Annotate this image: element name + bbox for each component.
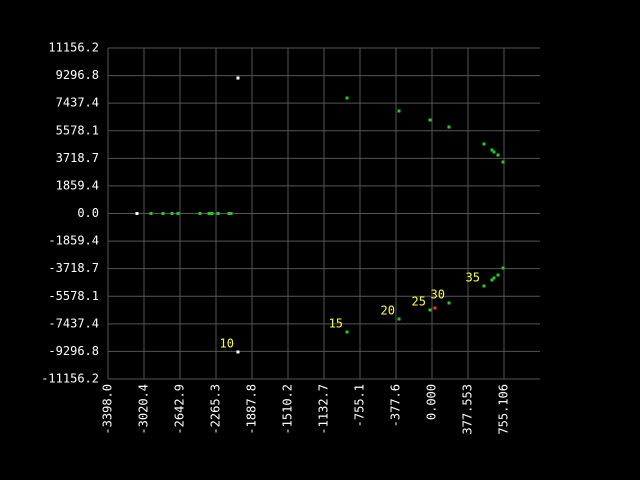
point [447, 125, 451, 129]
point [207, 212, 211, 215]
point [227, 212, 231, 215]
y-tick-label: -1859.4 [48, 234, 99, 248]
y-tick-label: 3718.7 [56, 151, 99, 165]
point [482, 142, 486, 146]
point [501, 160, 505, 164]
point [428, 118, 432, 122]
point [490, 278, 494, 282]
point [482, 284, 486, 288]
x-tick-label: -755.1 [352, 384, 366, 427]
y-tick-label: 5578.1 [56, 123, 99, 137]
point [496, 153, 500, 157]
x-tick-label: -377.6 [388, 384, 402, 427]
point [149, 212, 153, 215]
y-tick-label: 9296.8 [56, 68, 99, 82]
point-label: 25 [412, 294, 426, 308]
point [496, 273, 500, 277]
point [501, 266, 505, 270]
point [397, 317, 401, 321]
x-tick-label: -1132.7 [316, 384, 330, 435]
x-tick-label: -3398.0 [101, 384, 115, 435]
x-tick-label: -2265.3 [209, 384, 223, 435]
point [161, 212, 165, 215]
x-tick-label: 377.553 [460, 384, 474, 435]
y-tick-label: -9296.8 [48, 344, 99, 358]
x-tick-label: -3020.4 [137, 384, 151, 435]
x-tick-label: 0.000 [424, 384, 438, 420]
point [490, 148, 494, 152]
point-label: 30 [431, 287, 445, 301]
point-label: 15 [329, 316, 343, 330]
point [236, 76, 240, 80]
point [198, 212, 202, 215]
point [492, 150, 496, 154]
point-label: 35 [466, 270, 480, 284]
y-tick-label: -5578.1 [48, 289, 99, 303]
y-tick-label: 11156.2 [48, 41, 99, 55]
y-tick-label: -7437.4 [48, 316, 99, 330]
point [216, 212, 220, 215]
point-label: 20 [381, 303, 395, 317]
point [236, 350, 240, 354]
point [210, 212, 214, 215]
point [492, 276, 496, 280]
point [447, 301, 451, 305]
point [428, 308, 432, 312]
x-tick-label: -1887.8 [244, 384, 258, 435]
y-tick-label: -3718.7 [48, 261, 99, 275]
point [433, 306, 437, 310]
point [176, 212, 180, 215]
point [170, 212, 174, 215]
point [397, 109, 401, 113]
x-tick-label: -2642.9 [172, 384, 186, 435]
point-label: 10 [220, 336, 234, 350]
point [345, 330, 349, 334]
y-tick-label: 1859.4 [56, 178, 99, 192]
point [345, 96, 349, 100]
x-tick-label: -1510.2 [281, 384, 295, 435]
y-tick-label: 7437.4 [56, 96, 99, 110]
y-tick-label: 0.0 [77, 206, 99, 220]
x-tick-label: 755.106 [496, 384, 510, 435]
y-tick-label: -11156.2 [41, 372, 99, 386]
point [135, 212, 139, 215]
point [229, 212, 233, 215]
